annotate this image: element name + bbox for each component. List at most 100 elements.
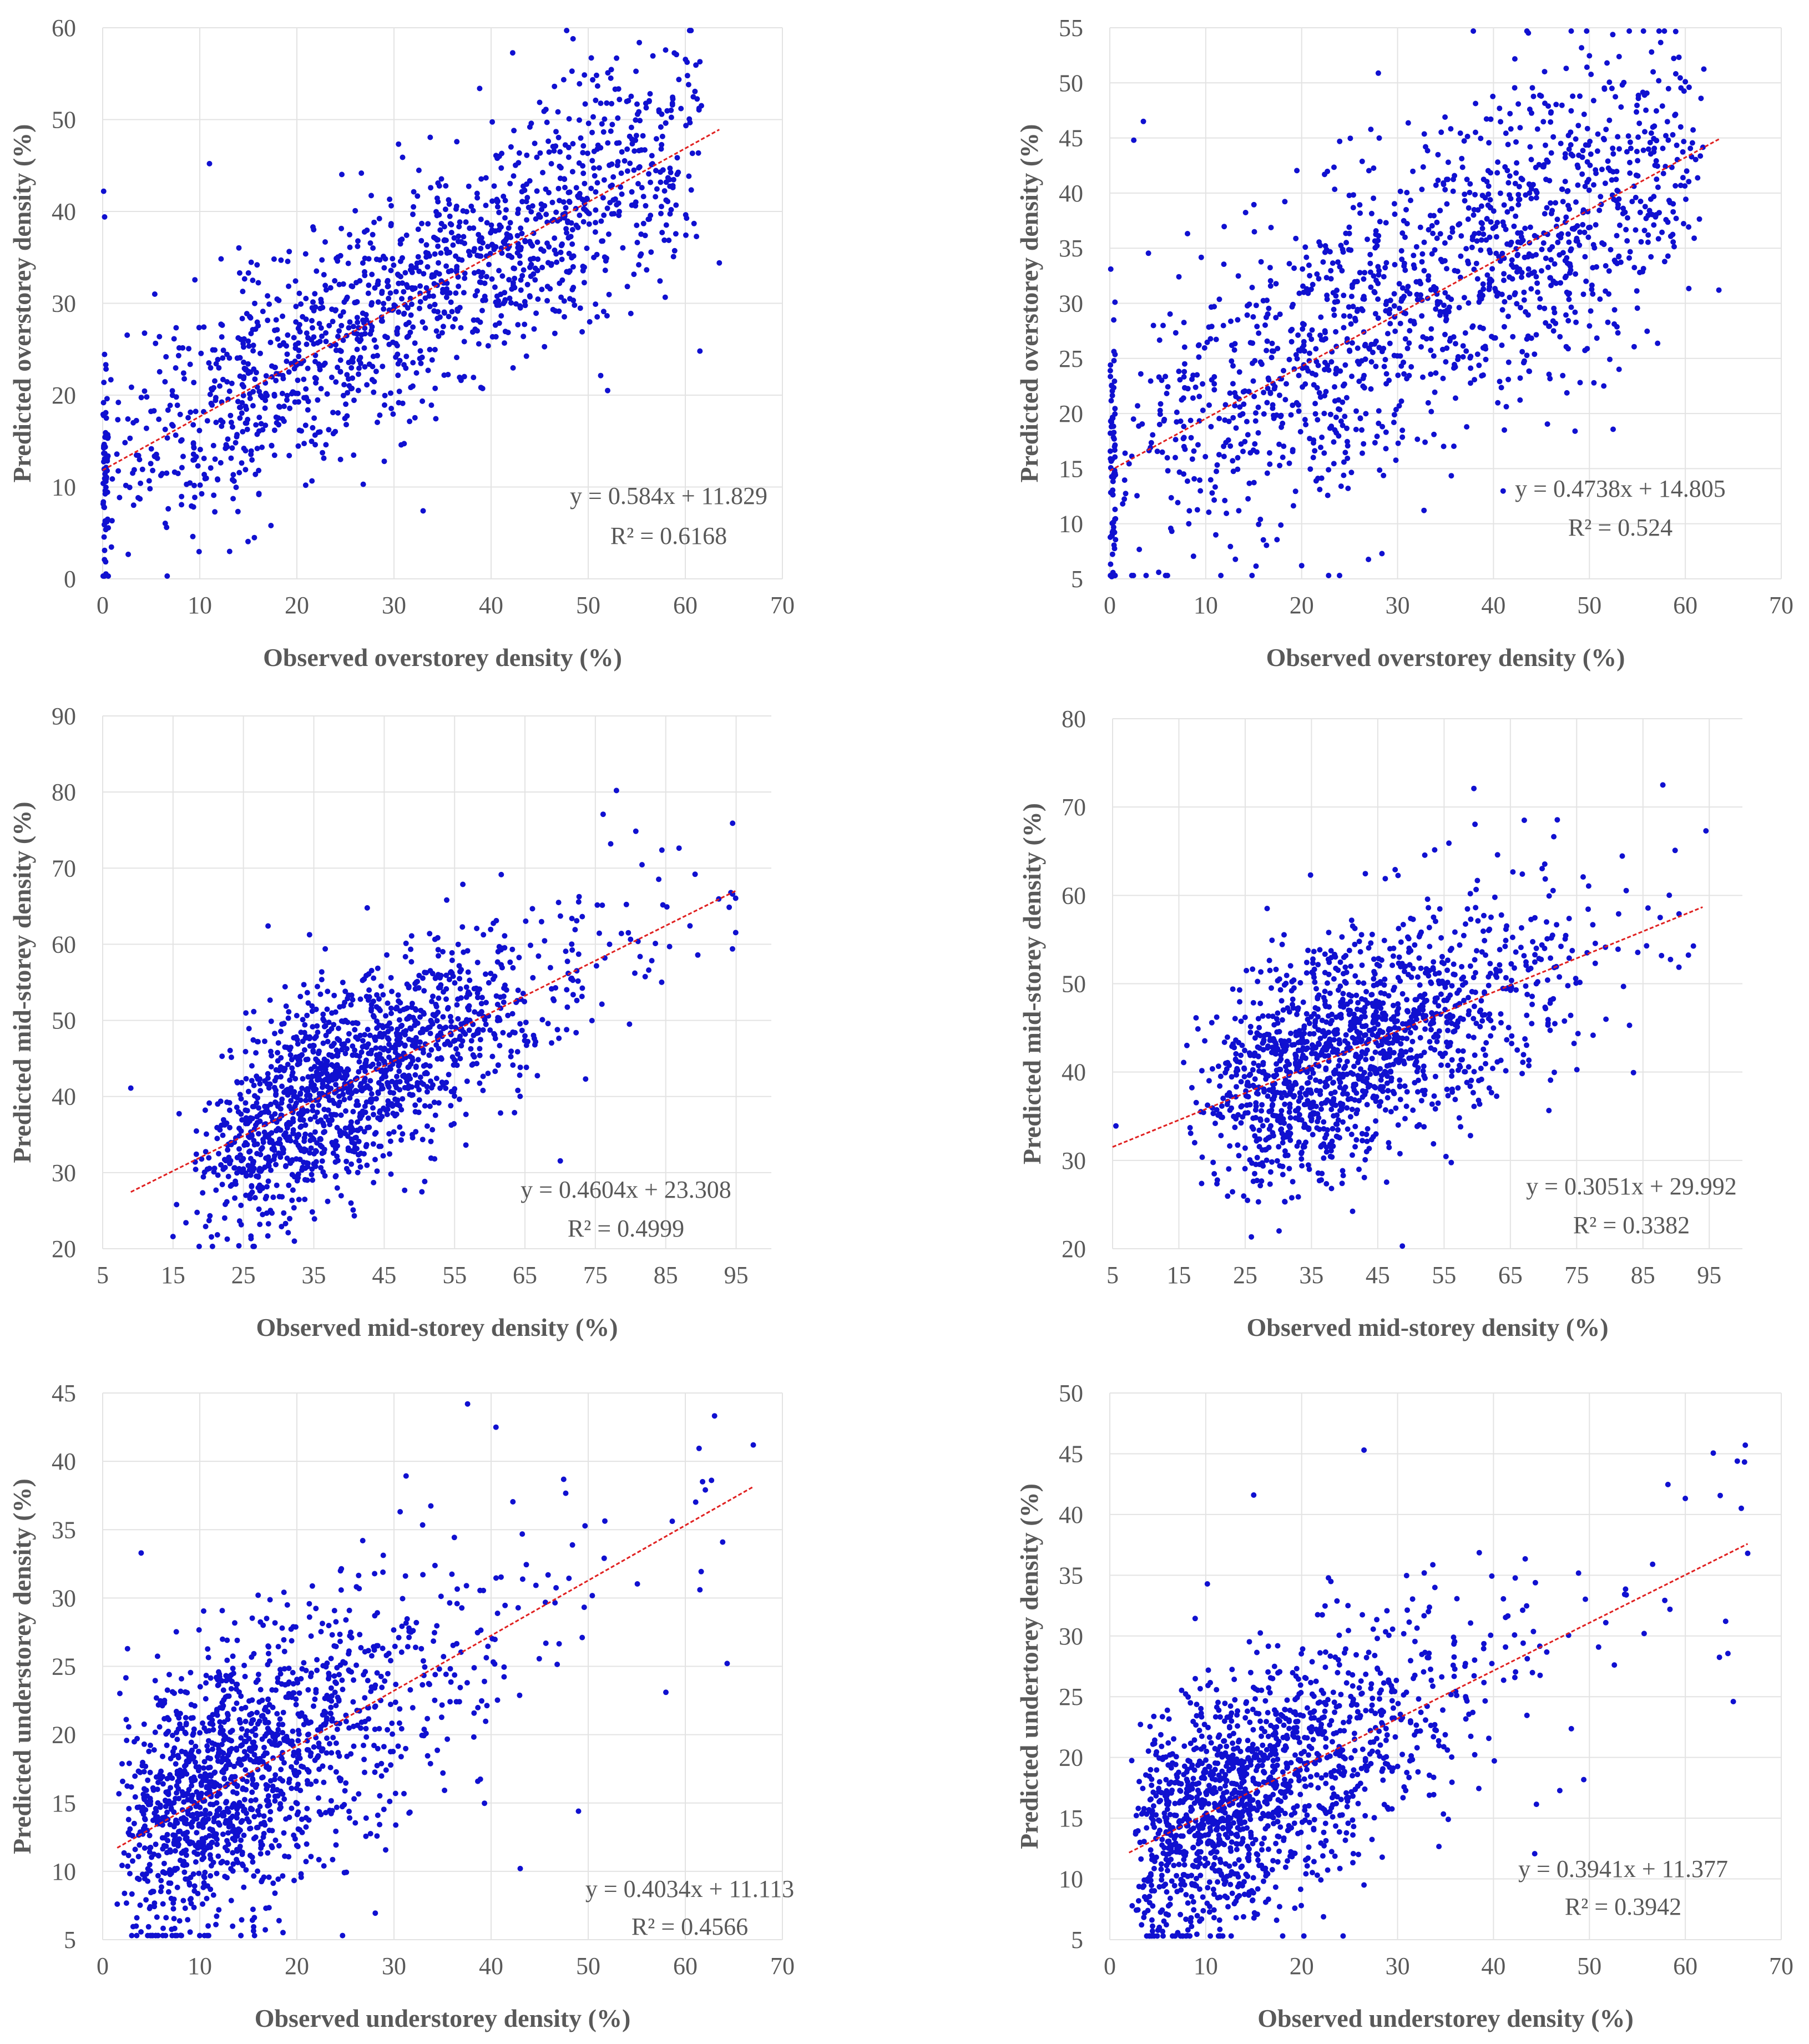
y-tick-label: 15 — [1059, 455, 1083, 482]
data-point — [311, 1161, 317, 1167]
data-point — [483, 203, 489, 209]
data-point — [219, 1053, 225, 1059]
data-point — [296, 347, 302, 354]
data-point — [1516, 184, 1522, 190]
data-point — [447, 1042, 453, 1048]
data-point — [329, 375, 335, 380]
data-point — [420, 1047, 426, 1053]
data-point — [214, 1232, 220, 1238]
data-point — [1145, 250, 1151, 256]
data-point — [474, 253, 481, 259]
data-point — [258, 421, 264, 427]
data-point — [1126, 461, 1132, 467]
data-point — [1328, 276, 1334, 282]
data-point — [600, 129, 607, 135]
data-point — [436, 212, 442, 218]
data-point — [215, 476, 220, 482]
data-point — [592, 173, 598, 179]
data-point — [1341, 313, 1347, 319]
data-point — [1520, 238, 1526, 244]
data-point — [274, 296, 280, 302]
data-point — [1614, 324, 1620, 330]
data-point — [203, 1131, 209, 1137]
data-point — [312, 442, 319, 448]
data-point — [1579, 45, 1585, 51]
data-point — [474, 190, 480, 196]
data-point — [449, 309, 455, 315]
data-point — [250, 403, 256, 409]
data-point — [285, 259, 291, 264]
data-point — [1296, 408, 1302, 414]
data-point — [1500, 488, 1506, 494]
data-point — [1570, 153, 1576, 159]
data-point — [1348, 321, 1354, 327]
data-point — [163, 354, 169, 360]
data-point — [512, 1109, 518, 1116]
data-point — [1404, 345, 1411, 351]
data-point — [1558, 140, 1564, 147]
data-point — [1474, 351, 1480, 357]
data-point — [1442, 331, 1448, 337]
data-point — [396, 1063, 402, 1069]
data-point — [1307, 332, 1312, 338]
data-point — [239, 410, 245, 416]
r-squared-label: R² = 0.4999 — [568, 1215, 684, 1242]
data-point — [1322, 328, 1328, 334]
data-point — [1265, 311, 1271, 317]
data-point — [1181, 423, 1187, 430]
data-point — [380, 1032, 386, 1038]
data-point — [1478, 135, 1484, 142]
data-point — [1267, 265, 1273, 271]
data-point — [530, 230, 537, 236]
data-point — [1280, 1172, 1286, 1178]
data-point — [1381, 472, 1387, 478]
data-point — [594, 146, 600, 152]
data-point — [252, 376, 258, 382]
data-point — [489, 1053, 496, 1059]
data-point — [253, 1050, 259, 1056]
data-point — [686, 28, 693, 33]
data-point — [1341, 472, 1347, 478]
data-point — [538, 201, 544, 207]
data-point — [1368, 210, 1375, 216]
data-point — [631, 148, 638, 154]
data-point — [1451, 443, 1457, 450]
data-point — [1108, 362, 1114, 368]
data-point — [1548, 200, 1554, 206]
data-point — [1444, 201, 1450, 207]
data-point — [1677, 124, 1684, 130]
data-point — [234, 1079, 240, 1086]
data-point — [500, 1029, 506, 1036]
data-point — [1651, 145, 1658, 152]
data-point — [267, 1137, 273, 1143]
data-point — [632, 970, 638, 976]
data-point — [133, 417, 139, 423]
data-point — [187, 361, 193, 367]
data-point — [1368, 386, 1374, 392]
data-point — [668, 114, 674, 120]
data-point — [128, 1085, 134, 1091]
data-point — [1629, 199, 1635, 205]
data-point — [326, 1020, 332, 1026]
data-point — [1315, 962, 1321, 968]
data-point — [436, 333, 442, 339]
data-point — [1344, 1058, 1350, 1064]
data-point — [1548, 955, 1554, 961]
data-point — [545, 260, 551, 266]
data-point — [537, 99, 543, 105]
data-point — [501, 993, 507, 1000]
data-point — [1323, 275, 1330, 281]
data-point — [367, 1078, 373, 1084]
data-point — [1260, 1013, 1266, 1019]
data-point — [1642, 129, 1648, 135]
data-point — [1565, 291, 1571, 297]
data-point — [1198, 254, 1204, 260]
y-tick-label: 60 — [1062, 882, 1086, 909]
data-point — [1633, 194, 1639, 200]
data-point — [287, 1052, 294, 1058]
data-point — [1303, 254, 1310, 260]
data-point — [1303, 422, 1309, 428]
data-point — [1290, 503, 1296, 509]
data-point — [478, 216, 484, 223]
data-point — [482, 297, 488, 303]
